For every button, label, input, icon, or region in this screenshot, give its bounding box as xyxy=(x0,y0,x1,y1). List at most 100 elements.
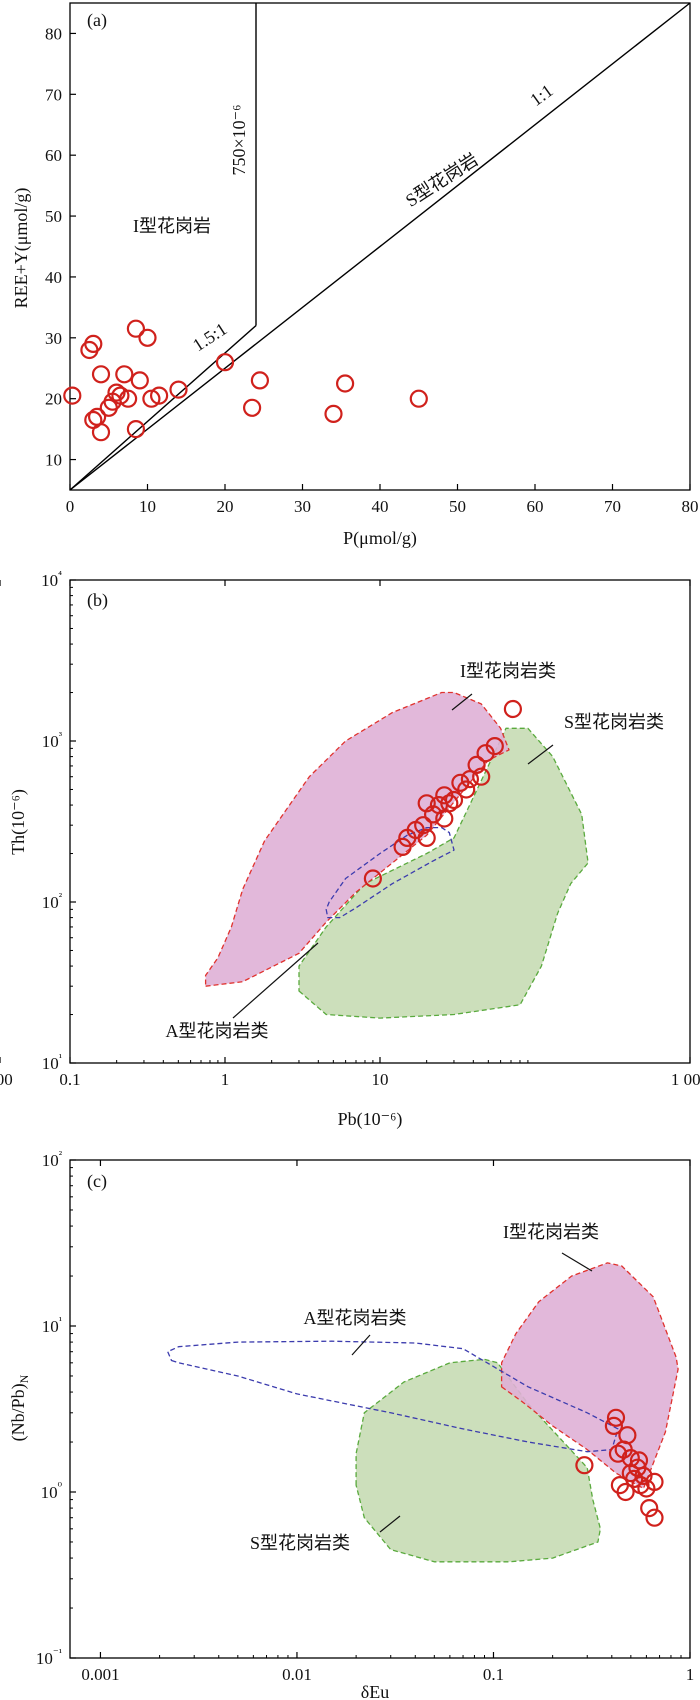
panel-b-data-point xyxy=(393,837,412,857)
panel-c-ytick-label: 10² xyxy=(42,1149,63,1170)
panel-b-label: (b) xyxy=(87,590,108,611)
panel-a-data-point xyxy=(150,386,169,405)
panel-c-data-point xyxy=(606,1408,626,1427)
panel-c-region-A xyxy=(167,1340,619,1453)
panel-a-xtick-label: 60 xyxy=(527,497,544,516)
panel-b-xtick-label: 1 xyxy=(221,1070,230,1089)
panel-a-xtick-label: 40 xyxy=(372,497,389,516)
panel-a-region-label-S: S型花岗岩 xyxy=(402,149,482,210)
panel-b-data-point xyxy=(417,828,436,848)
panel-c-points xyxy=(575,1408,664,1527)
panel-c-data-point xyxy=(645,1472,664,1492)
panel-a-data-point xyxy=(84,334,103,353)
panel-a-data-point xyxy=(169,380,188,399)
panel-a-data-point xyxy=(243,398,262,417)
panel-c-label: (c) xyxy=(87,1171,107,1192)
panel-b-data-point xyxy=(467,755,486,775)
panel-c-xtick-label: 1 xyxy=(686,1665,695,1684)
panel-a-ytick-label: 20 xyxy=(45,390,62,409)
panel-a-line-label-1.5to1: 1.5:1 xyxy=(189,319,231,356)
panel-c-leader-I xyxy=(561,1252,593,1272)
panel-a-data-point xyxy=(126,420,145,439)
panel-b-leader-I xyxy=(451,693,473,711)
panel-c-regions xyxy=(167,1262,679,1563)
panel-b-xtick-label: 1 000 xyxy=(671,1070,700,1089)
panel-a-data-point xyxy=(91,365,111,384)
panel-c-data-point xyxy=(645,1508,664,1527)
panel-a-reference-lines xyxy=(69,2,691,491)
panel-a-data-point xyxy=(215,353,235,372)
panel-c: 0.001 0.01 0.1 1 10⁻¹ 10⁰ 10¹ 10² (c) δEu (Nb/P… xyxy=(8,1149,694,1700)
panel-a-xtick-label: 80 xyxy=(682,497,699,516)
panel-a-data-point xyxy=(409,389,428,408)
panel-a-data-point xyxy=(130,371,149,390)
panel-b-leader-S xyxy=(527,744,554,765)
panel-a-ytick-label: 60 xyxy=(45,146,62,165)
panel-b-data-point xyxy=(485,736,504,756)
panel-c-y-label: (Nb/Pb)N xyxy=(8,1374,31,1441)
panel-b-data-point xyxy=(414,816,433,835)
panel-b-xtick-label: 100 xyxy=(0,1070,13,1089)
panel-a-ytick-label: 70 xyxy=(45,85,62,104)
panel-b-xtick-label: 0.1 xyxy=(59,1070,80,1089)
panel-a-data-point xyxy=(91,423,111,442)
panel-c-ytick-label: 10⁻¹ xyxy=(36,1647,62,1668)
panel-a-xtick-label: 30 xyxy=(294,497,311,516)
panel-c-data-point xyxy=(634,1466,653,1486)
panel-b-ticks: 0.1 1 10 100 1 000 10¹ 10² 10³ 10⁴ xyxy=(0,569,700,1089)
panel-a-xtick-label: 50 xyxy=(449,497,466,516)
panel-b-leader-A xyxy=(232,942,319,1019)
panel-b-region-S xyxy=(298,727,589,1019)
panel-c-data-point xyxy=(608,1444,628,1463)
panel-a-line-0 xyxy=(69,2,691,491)
panel-a-ytick-label: 80 xyxy=(45,24,62,43)
panel-a-line-label-1to1: 1:1 xyxy=(526,80,556,110)
panel-a: 0 10 20 30 40 50 60 70 80 10 20 30 40 50 60 70 80 (a) P(… xyxy=(11,2,699,549)
panel-a-ytick-label: 30 xyxy=(45,329,62,348)
panel-b-x-label: Pb(10⁻⁶) xyxy=(338,1109,403,1130)
panel-a-xtick-label: 20 xyxy=(217,497,234,516)
panel-a-ytick-label: 40 xyxy=(45,268,62,287)
panel-b-data-point xyxy=(444,790,464,810)
panel-a-ticks: 0 10 20 30 40 50 60 70 80 10 20 30 40 50 60 70 80 xyxy=(45,24,699,516)
panel-c-data-point xyxy=(575,1456,594,1475)
panel-b-data-point xyxy=(363,869,382,888)
panel-c-data-point xyxy=(640,1498,659,1518)
panel-a-data-point xyxy=(142,389,161,408)
panel-b-ytick-label: 10¹ xyxy=(42,1052,62,1073)
panel-b-region-I xyxy=(204,691,510,987)
panel-c-region-label-I: I型花岗岩类 xyxy=(503,1222,599,1242)
panel-b-ytick-label: 10³ xyxy=(42,730,63,751)
panel-b-y-label: Th(10⁻⁶) xyxy=(8,789,29,855)
panel-c-xtick-label: 0.1 xyxy=(483,1665,504,1684)
panel-c-xtick-label: 0.001 xyxy=(81,1665,119,1684)
panel-c-leader-A xyxy=(351,1334,371,1356)
panel-b-ytick-label: 10² xyxy=(42,891,63,912)
panel-a-data-point xyxy=(126,319,145,338)
panel-c-x-label: δEu xyxy=(361,1682,389,1700)
panel-b-data-point xyxy=(440,794,459,813)
panel-a-y-label: REE+Y(μmol/g) xyxy=(11,188,32,309)
panel-a-data-point xyxy=(119,389,138,408)
panel-a-data-point xyxy=(324,404,343,423)
panel-c-data-point xyxy=(618,1426,637,1445)
panel-b-region-label-S: S型花岗岩类 xyxy=(564,712,664,732)
panel-b-data-point xyxy=(424,805,443,824)
panel-a-data-point xyxy=(111,386,130,405)
panel-a-ytick-label: 10 xyxy=(45,451,62,470)
panel-c-region-S xyxy=(355,1358,602,1563)
panel-b-region-A xyxy=(325,826,455,919)
panel-b-region-label-A: A型花岗岩类 xyxy=(166,1021,269,1041)
panel-a-points xyxy=(63,319,428,442)
panel-a-line-1 xyxy=(69,325,257,491)
panel-b-data-point xyxy=(472,767,491,786)
panel-c-ticks: 0.001 0.01 0.1 1 10⁻¹ 10⁰ 10¹ 10² xyxy=(36,1149,694,1684)
panel-a-line-label-750: 750×10⁻⁶ xyxy=(229,105,249,176)
panel-b-data-point xyxy=(503,699,523,719)
panel-b-points xyxy=(363,699,523,888)
panel-b-region-label-I: I型花岗岩类 xyxy=(460,661,556,681)
panel-c-frame xyxy=(69,1159,691,1659)
panel-a-xtick-label: 10 xyxy=(139,497,156,516)
panel-b-data-point xyxy=(460,769,479,789)
